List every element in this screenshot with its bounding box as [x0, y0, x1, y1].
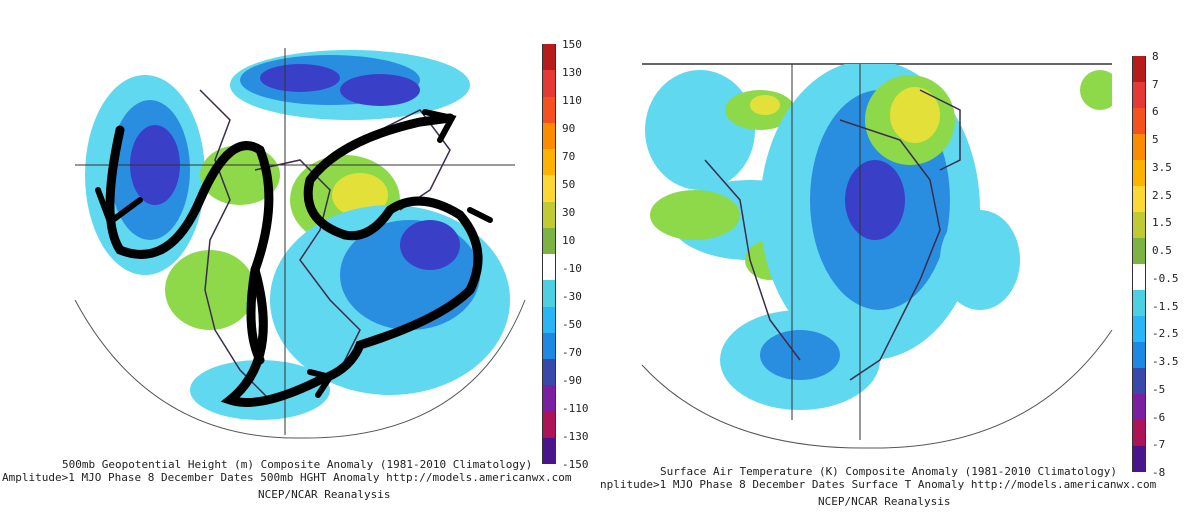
temperature-anomaly-panel: 8 7 6 5 3.5 2.5 1.5 0.5 -0.5 -1.5 -2.5 -3.5 -5 -6 -7 -8… [600, 0, 1200, 526]
temperature-map-title: Surface Air Temperature (K) Composite An… [660, 465, 1117, 478]
colorbar-segment [542, 359, 556, 386]
colorbar-tick-label: 50 [562, 178, 576, 191]
colorbar-segment [542, 332, 556, 359]
colorbar-tick-label: 90 [562, 122, 576, 135]
colorbar-tick-label: 150 [562, 38, 582, 51]
flow-annotation-arrows [95, 109, 493, 407]
height-map-title: 500mb Geopotential Height (m) Composite … [62, 458, 533, 471]
colorbar-segment [1132, 316, 1146, 342]
height-anomaly-map [74, 48, 526, 439]
colorbar-segment [1132, 134, 1146, 160]
map-boundary [74, 299, 526, 439]
colorbar-tick-label: 1.5 [1152, 216, 1172, 230]
colorbar-tick-label: 70 [562, 150, 576, 163]
height-map-subtitle: Amplitude>1 MJO Phase 8 December Dates 5… [2, 471, 572, 484]
height-map-source: NCEP/NCAR Reanalysis [258, 488, 391, 501]
height-colorbar [542, 44, 556, 464]
colorbar-segment [1132, 238, 1146, 264]
colorbar-tick-label: 8 [1152, 50, 1159, 63]
colorbar-segment [1132, 420, 1146, 446]
colorbar-tick-label: -110 [562, 402, 589, 415]
colorbar-tick-label: -150 [562, 458, 589, 471]
colorbar-tick-label: -3.5 [1152, 355, 1179, 369]
colorbar-segment [542, 385, 556, 412]
colorbar-tick-label: -50 [562, 318, 582, 331]
temperature-colorbar [1132, 56, 1146, 472]
colorbar-segment [542, 96, 556, 123]
colorbar-segment [1132, 342, 1146, 368]
colorbar-tick-label: -70 [562, 346, 582, 359]
anomaly-fill [85, 50, 510, 420]
map-boundary [641, 329, 1113, 449]
anomaly-fill [645, 64, 1112, 410]
colorbar-tick-label: 6 [1152, 105, 1159, 119]
colorbar-tick-label: 10 [562, 234, 576, 247]
colorbar-segment [542, 254, 556, 281]
colorbar-tick-label: -2.5 [1152, 327, 1179, 341]
colorbar-segment [542, 175, 556, 202]
colorbar-tick-label: 30 [562, 206, 576, 219]
colorbar-segment [1132, 160, 1146, 186]
colorbar-segment [1132, 56, 1146, 82]
colorbar-segment [1132, 290, 1146, 316]
colorbar-tick-label: -10 [562, 262, 582, 275]
colorbar-tick-label: 0.5 [1152, 244, 1172, 258]
temperature-map-subtitle: nplitude>1 MJO Phase 8 December Dates Su… [600, 478, 1157, 491]
colorbar-segment [1132, 446, 1146, 472]
colorbar-tick-label: 5 [1152, 133, 1159, 147]
colorbar-tick-label: -7 [1152, 438, 1166, 452]
colorbar-tick-label: 110 [562, 94, 582, 107]
colorbar-segment [542, 70, 556, 97]
colorbar-segment [1132, 212, 1146, 238]
colorbar-segment [542, 149, 556, 176]
coastlines [704, 89, 961, 381]
colorbar-segment [542, 122, 556, 149]
colorbar-segment [542, 227, 556, 254]
colorbar-tick-label: -30 [562, 290, 582, 303]
colorbar-tick-label: -5 [1152, 382, 1166, 396]
colorbar-segment [542, 411, 556, 438]
colorbar-tick-label: -130 [562, 430, 589, 443]
colorbar-segment [1132, 394, 1146, 420]
colorbar-segment [542, 44, 556, 71]
colorbar-tick-label: -8 [1152, 466, 1166, 479]
temperature-map-source: NCEP/NCAR Reanalysis [818, 495, 951, 508]
colorbar-segment [1132, 368, 1146, 394]
colorbar-segment [1132, 108, 1146, 134]
colorbar-tick-label: -0.5 [1152, 271, 1179, 285]
colorbar-tick-label: -6 [1152, 410, 1166, 424]
colorbar-tick-label: 7 [1152, 77, 1159, 91]
height-anomaly-panel: 150 130 110 90 70 50 30 10 -10 -30 -50 -70 -90 -110 -1… [2, 38, 589, 501]
colorbar-segment [542, 280, 556, 307]
colorbar-segment [1132, 264, 1146, 290]
colorbar-segment [542, 437, 556, 464]
colorbar-segment [1132, 186, 1146, 212]
colorbar-tick-label: -1.5 [1152, 299, 1179, 313]
colorbar-tick-label: 130 [562, 66, 582, 79]
colorbar-tick-label: -90 [562, 374, 582, 387]
temperature-anomaly-map [641, 63, 1113, 449]
colorbar-segment [542, 201, 556, 228]
colorbar-tick-label: 3.5 [1152, 160, 1172, 174]
colorbar-segment [1132, 82, 1146, 108]
colorbar-segment [542, 306, 556, 333]
colorbar-tick-label: 2.5 [1152, 188, 1172, 202]
